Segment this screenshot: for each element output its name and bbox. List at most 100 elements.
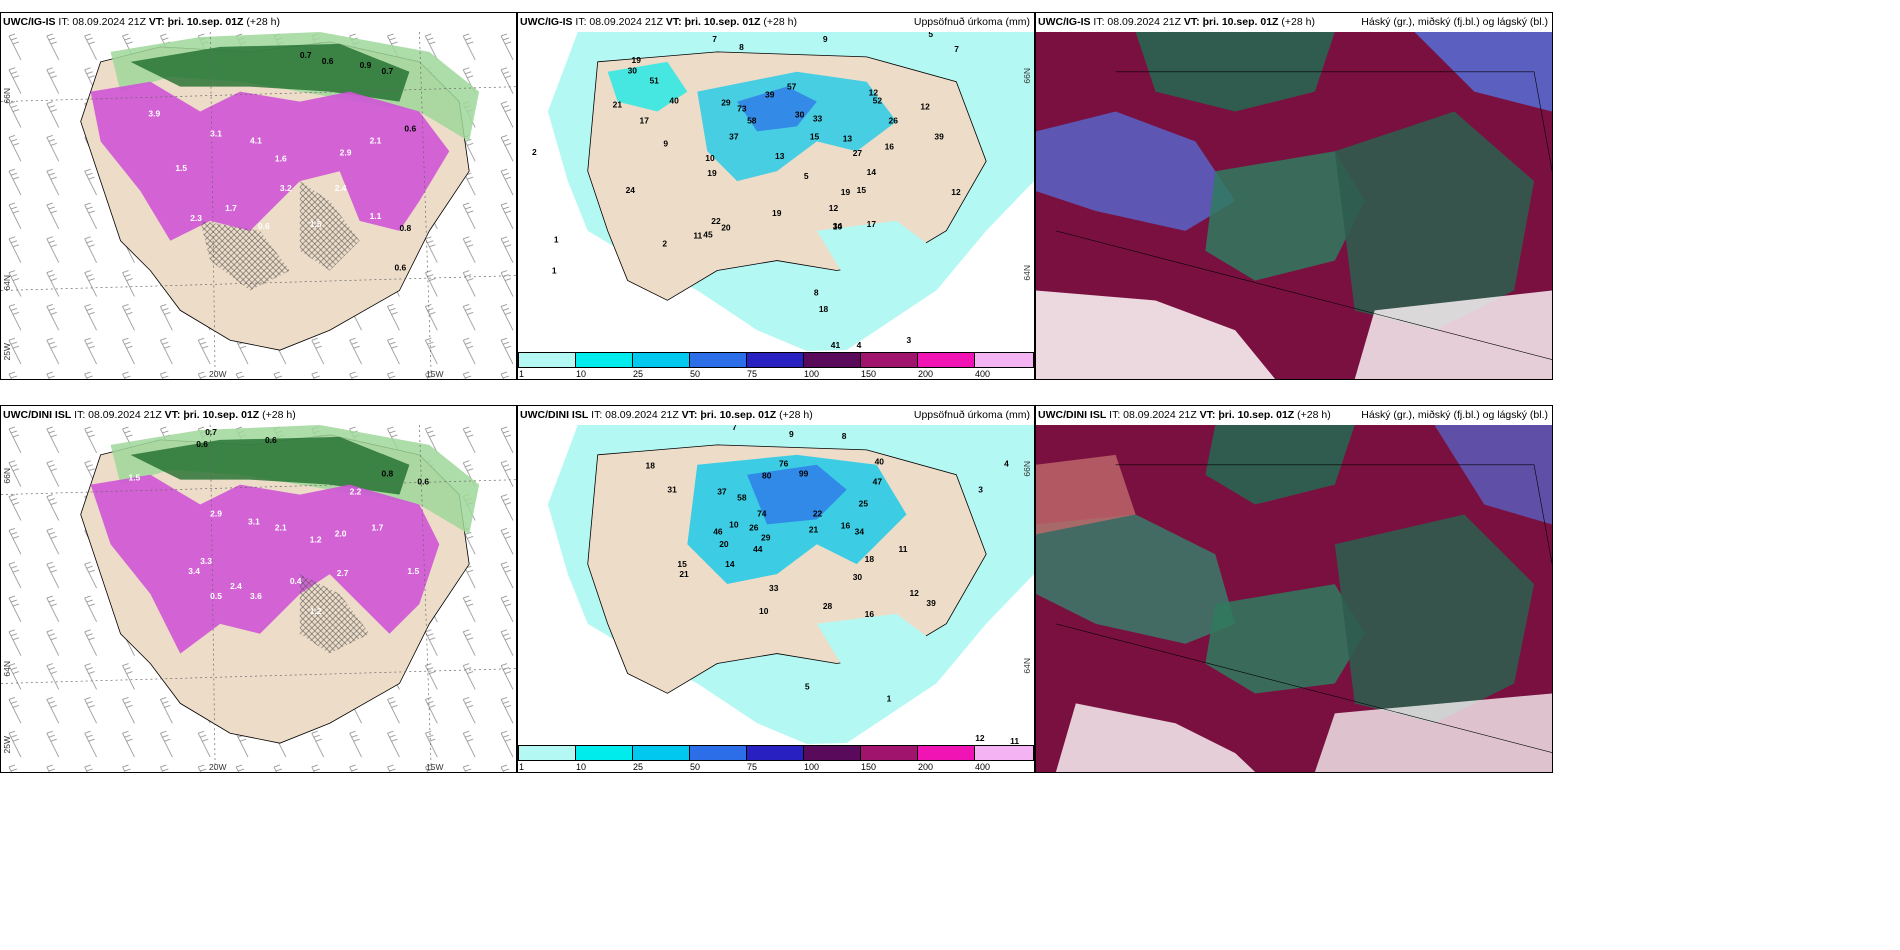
panel-header: UWC/IG-IS IT: 08.09.2024 21Z VT: þri. 10…	[1, 13, 516, 32]
colorbar-tick: 10	[576, 369, 587, 379]
precip-value: 58	[737, 493, 747, 503]
precip-value: 76	[779, 459, 789, 469]
lon-label-15w: 15W	[426, 762, 444, 772]
precip-value: 12	[909, 588, 919, 598]
precip-value: 16	[865, 609, 875, 619]
colorbar-segment	[860, 745, 918, 761]
snow-value: 0.6	[258, 221, 270, 231]
model-name: UWC/DINI ISL	[520, 409, 589, 421]
precip-value: 33	[813, 113, 823, 123]
precip-value: 8	[842, 431, 847, 441]
precip-value: 12	[920, 102, 930, 112]
colorbar-segment	[917, 745, 975, 761]
precip-value: 16	[885, 141, 895, 151]
precip-value: 29	[761, 532, 771, 542]
colorbar-tick: 150	[861, 369, 877, 379]
colorbar-segment	[746, 352, 804, 368]
valid-time: VT: þri. 10.sep. 01Z	[665, 16, 761, 28]
precip-value: 29	[721, 98, 731, 108]
lead-time: (+28 h)	[262, 409, 296, 421]
precip-value: 5	[804, 171, 809, 181]
precip-colorbar: 1 10 25 50 75 100 150 200 400	[518, 744, 1034, 772]
snow-value: 0.7	[300, 50, 312, 60]
lat-label-66n: 66N	[1022, 68, 1032, 84]
precip-value: 27	[853, 148, 863, 158]
precip-map: 7 9 8 18 31 37 58 80 76 99 40 47 74 46 2…	[518, 425, 1034, 744]
precip-value: 30	[853, 572, 863, 582]
precip-value: 26	[749, 522, 759, 532]
precip-value: 39	[765, 90, 775, 100]
precip-value: 22	[813, 508, 823, 518]
lat-label-66n: 66N	[2, 468, 12, 484]
precip-value: 13	[843, 133, 853, 143]
precip-value: 21	[679, 569, 689, 579]
init-time: IT: 08.09.2024 21Z	[74, 409, 162, 421]
precip-value: 19	[841, 187, 851, 197]
colorbar-tick: 150	[861, 762, 877, 772]
precip-value: 34	[855, 526, 865, 536]
colorbar-tick: 400	[975, 369, 991, 379]
colorbar-segment	[860, 352, 918, 368]
valid-time: VT: þri. 10.sep. 01Z	[1183, 16, 1279, 28]
snow-value: 1.5	[310, 219, 322, 229]
colorbar-segment	[632, 352, 690, 368]
model-name: UWC/IG-IS	[1038, 16, 1091, 28]
model-name: UWC/DINI ISL	[3, 409, 72, 421]
panel-dini-precip: UWC/DINI ISL IT: 08.09.2024 21Z VT: þri.…	[517, 405, 1035, 773]
precip-value: 57	[787, 82, 797, 92]
precip-value: 19	[707, 168, 717, 178]
precip-value: 7	[732, 425, 737, 432]
panel-header: UWC/DINI ISL IT: 08.09.2024 21Z VT: þri.…	[518, 406, 1034, 425]
colorbar-segment	[803, 352, 861, 368]
precip-value: 20	[721, 223, 731, 233]
precip-value: 39	[926, 598, 936, 608]
precip-value: 12	[869, 88, 879, 98]
valid-time: VT: þri. 10.sep. 01Z	[148, 16, 244, 28]
precip-value: 99	[799, 469, 809, 479]
snow-value: 0.6	[322, 56, 334, 66]
colorbar-segment	[746, 745, 804, 761]
precip-value: 10	[759, 606, 769, 616]
snow-value: 0.7	[205, 427, 217, 437]
precip-value: 7	[954, 44, 959, 54]
lat-label-64n: 64N	[1022, 658, 1032, 674]
precip-value: 44	[753, 544, 763, 554]
snow-value: 0.8	[399, 223, 411, 233]
lat-label-64n: 64N	[2, 275, 12, 291]
colorbar-tick: 200	[918, 369, 934, 379]
precip-value: 5	[928, 32, 933, 39]
precip-value: 19	[772, 208, 782, 218]
precip-value: 15	[677, 559, 687, 569]
lon-label-25w: 25W	[2, 343, 12, 361]
colorbar-tick: 25	[633, 762, 644, 772]
snow-value: 3.1	[210, 128, 222, 138]
lead-time: (+28 h)	[779, 409, 813, 421]
precip-value: 10	[705, 153, 715, 163]
precip-map: 7 8 9 5 7 19 30 51 40 21 17 29 73 58 39 …	[518, 32, 1034, 351]
precip-value: 15	[810, 131, 820, 141]
precip-value: 12	[975, 733, 985, 743]
precip-value: 26	[889, 115, 899, 125]
precip-value: 7	[712, 34, 717, 44]
snow-value: 2.1	[370, 135, 382, 145]
precip-value: 4	[1004, 459, 1009, 469]
snow-value: 1.2	[310, 534, 322, 544]
colorbar-segment	[974, 745, 1034, 761]
cloud-title: Háský (gr.), miðský (fj.bl.) og lágský (…	[1361, 16, 1548, 28]
snow-value: 1.2	[310, 606, 322, 616]
colorbar-segment	[689, 352, 747, 368]
precip-value: 8	[814, 287, 819, 297]
colorbar-tick: 75	[747, 762, 758, 772]
init-time: IT: 08.09.2024 21Z	[1093, 16, 1181, 28]
lat-label-64n: 64N	[2, 661, 12, 677]
snow-map: 0.7 0.6 0.6 0.8 1.5 2.9 3.1 2.1 2.0 1.2 …	[1, 425, 516, 772]
panel-header: UWC/IG-IS IT: 08.09.2024 21Z VT: þri. 10…	[518, 13, 1034, 32]
snow-value: 2.2	[350, 487, 362, 497]
precip-value: 73	[737, 104, 747, 114]
snow-value: 1.7	[372, 522, 384, 532]
precip-value: 18	[865, 554, 875, 564]
precip-value: 37	[729, 131, 739, 141]
lat-label-66n: 66N	[1022, 461, 1032, 477]
snow-value: 1.7	[225, 203, 237, 213]
precip-value: 16	[841, 520, 851, 530]
